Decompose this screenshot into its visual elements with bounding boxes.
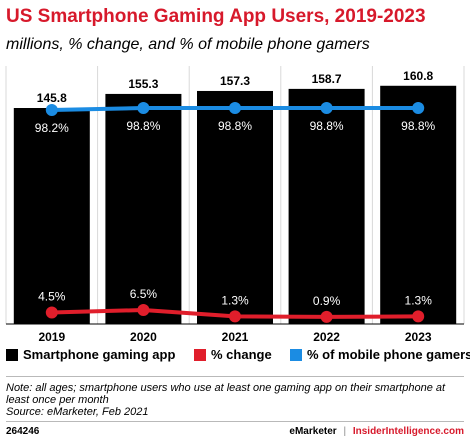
chart-id: 264246 (6, 426, 40, 437)
chart-plot: 145.8 155.3 157.3 158.7 160.8 4.5% 6.5% 1.3% 0.9… (5, 66, 465, 344)
legend: Smartphone gaming app % change % of mobi… (6, 347, 470, 365)
point-percent-mobile-gamers (320, 102, 333, 114)
label-percent-change: 6.5% (130, 287, 158, 301)
bar-smartphone-gaming-app (105, 93, 182, 324)
point-percent-mobile-gamers (45, 104, 58, 116)
x-tick-label: 2021 (222, 330, 249, 344)
bar-value-label: 158.7 (312, 72, 342, 86)
chart-subtitle: millions, % change, and % of mobile phon… (6, 36, 370, 53)
bar-smartphone-gaming-app (288, 88, 365, 324)
legend-swatch-blue (290, 348, 302, 361)
chart-note: Note: all ages; smartphone users who use… (6, 382, 466, 418)
divider (6, 376, 464, 377)
point-percent-change (412, 310, 425, 323)
legend-item-percent-mobile-gamers: % of mobile phone gamers (290, 347, 470, 362)
x-tick-label: 2019 (38, 330, 65, 344)
point-percent-mobile-gamers (229, 102, 241, 114)
divider (6, 421, 464, 422)
chart-title: US Smartphone Gaming App Users, 2019-202… (6, 6, 426, 27)
point-percent-change (45, 306, 58, 319)
bar-value-label: 157.3 (220, 74, 250, 88)
bar-value-label: 155.3 (128, 77, 158, 91)
brand-credit: eMarketer | InsiderIntelligence.com (289, 426, 464, 437)
legend-swatch-red (194, 348, 206, 361)
legend-label: % of mobile phone gamers (307, 347, 470, 362)
bar-smartphone-gaming-app (13, 108, 90, 324)
x-tick-label: 2023 (405, 330, 432, 344)
point-percent-change (229, 310, 241, 323)
legend-item-percent-change: % change (194, 347, 272, 362)
x-tick-label: 2022 (313, 330, 340, 344)
point-percent-mobile-gamers (412, 102, 425, 114)
bar-smartphone-gaming-app (380, 85, 457, 325)
legend-label: Smartphone gaming app (23, 347, 176, 362)
label-percent-change: 4.5% (38, 289, 66, 303)
brand-separator: | (343, 426, 347, 437)
brand-insider-intelligence: InsiderIntelligence.com (352, 426, 464, 437)
label-percent-mobile-gamers: 98.8% (126, 119, 160, 133)
bar-value-label: 145.8 (37, 91, 67, 105)
point-percent-change (320, 310, 333, 323)
brand-emarketer: eMarketer (289, 426, 337, 437)
legend-swatch-black (6, 348, 18, 361)
x-tick-label: 2020 (130, 330, 157, 344)
label-percent-mobile-gamers: 98.8% (218, 119, 252, 133)
point-percent-change (137, 304, 150, 316)
bar-smartphone-gaming-app (197, 90, 273, 325)
note-text: Note: all ages; smartphone users who use… (6, 382, 446, 406)
label-percent-change: 0.9% (313, 294, 341, 308)
label-percent-mobile-gamers: 98.8% (310, 119, 344, 133)
label-percent-mobile-gamers: 98.2% (35, 121, 69, 135)
label-percent-change: 1.3% (405, 293, 433, 307)
label-percent-mobile-gamers: 98.8% (401, 119, 435, 133)
point-percent-mobile-gamers (137, 102, 150, 114)
legend-label: % change (211, 347, 272, 362)
label-percent-change: 1.3% (221, 293, 249, 307)
bar-value-label: 160.8 (403, 69, 433, 83)
legend-item-smartphone-gaming-app: Smartphone gaming app (6, 347, 175, 362)
source-text: Source: eMarketer, Feb 2021 (6, 406, 149, 418)
